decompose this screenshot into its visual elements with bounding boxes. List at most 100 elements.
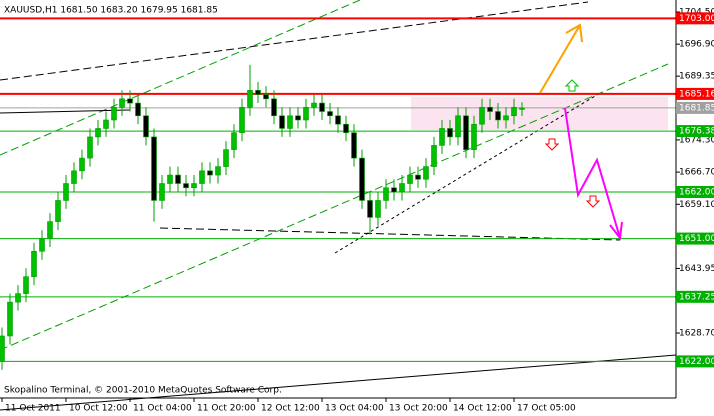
- candle-body: [135, 102, 141, 117]
- candle-body: [87, 136, 93, 159]
- y-tick-label: 1696.90: [679, 40, 714, 50]
- down-signal: [544, 138, 560, 151]
- candle-body: [39, 238, 45, 252]
- candle-body: [351, 132, 357, 159]
- level-label-box: [676, 87, 714, 100]
- candle-body: [23, 276, 29, 294]
- candle-body: [471, 123, 477, 150]
- candle-body: [47, 221, 53, 239]
- candle-body: [223, 149, 229, 167]
- candle-body: [167, 174, 173, 184]
- candle-body: [199, 170, 205, 184]
- candle-body: [215, 166, 221, 176]
- candle-body: [295, 115, 301, 121]
- candle-body: [431, 145, 437, 167]
- x-tick-label: 17 Oct 05:00: [517, 404, 576, 414]
- level-label-box: [676, 125, 714, 138]
- candle-body: [383, 187, 389, 201]
- candle-body: [119, 98, 125, 108]
- candle-body: [303, 106, 309, 121]
- candle-body: [359, 157, 365, 201]
- candle-body: [495, 111, 501, 121]
- candle-body: [175, 174, 181, 184]
- channel-line: [0, 0, 361, 156]
- candle-body: [327, 111, 333, 117]
- candle-body: [7, 301, 13, 337]
- candle-body: [439, 128, 445, 146]
- level-label-box: [676, 101, 714, 114]
- y-tick-label: 1666.70: [679, 168, 714, 178]
- candle-body: [335, 115, 341, 125]
- candle-body: [367, 200, 373, 218]
- x-tick-label: 13 Oct 04:00: [325, 404, 384, 414]
- candle-body: [127, 98, 133, 104]
- y-tick-label: 1674.30: [679, 135, 714, 145]
- chart-title: XAUUSD,H1 1681.50 1683.20 1679.95 1681.8…: [4, 6, 218, 16]
- trend-line: [159, 227, 621, 241]
- x-tick-label: 10 Oct 12:00: [69, 404, 128, 414]
- level-label: 1651.00: [679, 234, 714, 244]
- level-label-box: [676, 232, 714, 245]
- candle-body: [0, 335, 5, 362]
- candle-body: [239, 106, 245, 133]
- candle-body: [95, 128, 101, 138]
- trend-line: [0, 1, 589, 81]
- up-signal: [564, 79, 580, 92]
- candle-body: [311, 102, 317, 108]
- level-label-box: [676, 290, 714, 303]
- candle-body: [399, 183, 405, 193]
- candle-body: [207, 170, 213, 176]
- candle-body: [159, 183, 165, 201]
- candle-body: [79, 157, 85, 172]
- candle-body: [71, 170, 77, 184]
- candle-body: [183, 183, 189, 189]
- candle-body: [63, 183, 69, 201]
- y-tick-label: 1689.35: [679, 72, 714, 82]
- level-label: 1676.38: [679, 127, 714, 137]
- level-label-box: [676, 12, 714, 25]
- candle-body: [111, 106, 117, 121]
- level-label: 1622.00: [679, 357, 714, 367]
- candle-body: [503, 115, 509, 121]
- candle-body: [271, 98, 277, 117]
- candle-body: [423, 166, 429, 180]
- x-tick-label: 11 Oct 04:00: [133, 404, 192, 414]
- x-tick-label: 11 Oct 2011: [5, 404, 61, 414]
- x-tick-label: 12 Oct 12:00: [261, 404, 320, 414]
- candle-body: [279, 115, 285, 129]
- y-tick-label: 1659.10: [679, 200, 714, 210]
- candle-body: [55, 200, 61, 222]
- annotations: [539, 23, 623, 241]
- candle-body: [15, 293, 21, 303]
- candle-body: [447, 128, 453, 138]
- down-signal: [585, 195, 601, 208]
- channel-line: [0, 63, 669, 351]
- level-label: 1662.00: [679, 187, 714, 197]
- level-label: 1685.16: [679, 89, 714, 99]
- candle-body: [391, 187, 397, 193]
- candle-body: [287, 115, 293, 129]
- candle-body: [31, 250, 37, 277]
- y-tick-label: 1643.95: [679, 264, 714, 274]
- level-label: 1637.25: [679, 292, 714, 302]
- x-tick-label: 13 Oct 20:00: [389, 404, 448, 414]
- level-label: 1681.85: [679, 103, 714, 113]
- arrow-down: [564, 107, 623, 241]
- candle-body: [479, 106, 485, 125]
- level-label-box: [676, 355, 714, 368]
- candle-body: [511, 106, 517, 117]
- trend-line: [0, 109, 131, 114]
- candle-body: [319, 102, 325, 112]
- candle-body: [103, 119, 109, 129]
- arrow-up: [539, 23, 583, 94]
- footer: Skopalino Terminal, © 2001-2010 MetaQuot…: [4, 386, 282, 396]
- candle-body: [415, 174, 421, 180]
- candle-body: [263, 94, 269, 100]
- candle-body: [143, 115, 149, 138]
- candle-body: [255, 90, 261, 95]
- candle-body: [407, 174, 413, 184]
- candle-body: [463, 115, 469, 150]
- candle-body: [231, 132, 237, 150]
